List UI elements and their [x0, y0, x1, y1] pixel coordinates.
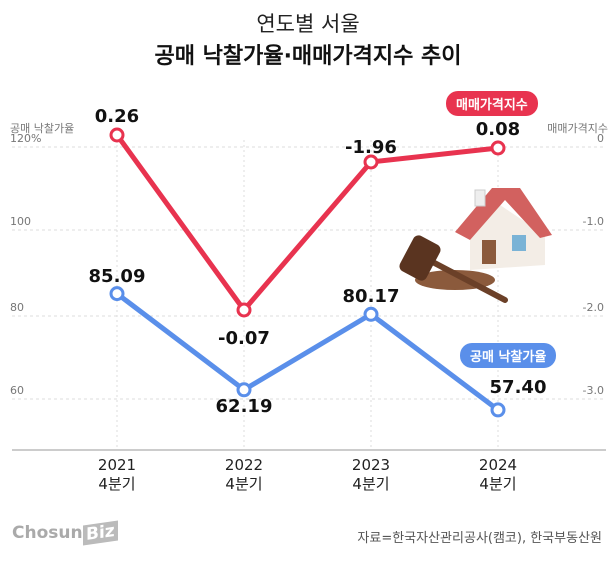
- gavel-head-icon: [399, 235, 441, 281]
- price-index-point: [363, 154, 379, 170]
- price-index-point: [109, 127, 125, 143]
- price-index-point: [236, 302, 252, 318]
- legend-price-index: 매매가격지수: [446, 91, 538, 116]
- chosunbiz-logo: Chosun Biz: [12, 520, 118, 546]
- x-tick-label: 4분기: [479, 475, 516, 493]
- auction-rate-data-label: 80.17: [343, 286, 400, 307]
- x-tick-label: 2022: [225, 456, 263, 474]
- right-tick-label: -1.0: [583, 215, 604, 228]
- x-tick-label: 4분기: [225, 475, 262, 493]
- house-gavel-illustration: [399, 188, 552, 303]
- left-tick-label: 120%: [10, 132, 41, 145]
- left-axis-title: 공매 낙찰가율: [10, 122, 75, 135]
- house-chimney-icon: [474, 189, 486, 207]
- right-tick-label: 0: [597, 132, 604, 145]
- chart-title-line2: 공매 낙찰가율·매매가격지수 추이: [154, 44, 462, 69]
- x-tick-label: 2024: [479, 456, 517, 474]
- right-tick-label: -2.0: [583, 301, 604, 314]
- x-tick-label: 4분기: [352, 475, 389, 493]
- price-index-line: [114, 133, 499, 313]
- auction-rate-data-label: 85.09: [89, 266, 146, 287]
- auction-rate-line: [115, 291, 500, 412]
- auction-rate-point: [363, 306, 379, 322]
- auction-rate-data-label: 62.19: [216, 396, 273, 417]
- x-tick-label: 4분기: [98, 475, 135, 493]
- auction-rate-point: [490, 402, 506, 418]
- house-window-icon: [512, 235, 526, 251]
- gavel-handle-icon: [422, 255, 508, 303]
- source-note: 자료=한국자산관리공사(캠코), 한국부동산원: [357, 531, 602, 546]
- left-tick-label: 100: [10, 215, 31, 228]
- price-index-data-label: -0.07: [218, 328, 270, 349]
- price-index-data-label: -1.96: [345, 137, 397, 158]
- auction-rate-point: [109, 286, 125, 302]
- price-index-data-label: 0.08: [476, 119, 520, 140]
- legend-auction-rate: 공매 낙찰가율: [460, 343, 557, 368]
- price-index-data-label: 0.26: [95, 106, 139, 127]
- x-tick-label: 2021: [98, 456, 136, 474]
- left-tick-label: 80: [10, 301, 24, 314]
- left-tick-label: 60: [10, 384, 24, 397]
- right-axis-title: 매매가격지수: [547, 122, 608, 135]
- house-door-icon: [482, 240, 496, 264]
- house-roof-icon: [455, 188, 552, 240]
- price-index-point: [490, 140, 506, 156]
- x-tick-label: 2023: [352, 456, 390, 474]
- auction-rate-data-label: 57.40: [490, 377, 547, 398]
- right-tick-label: -3.0: [583, 384, 604, 397]
- auction-rate-point: [236, 382, 252, 398]
- chart-title-line1: 연도별 서울: [256, 12, 360, 36]
